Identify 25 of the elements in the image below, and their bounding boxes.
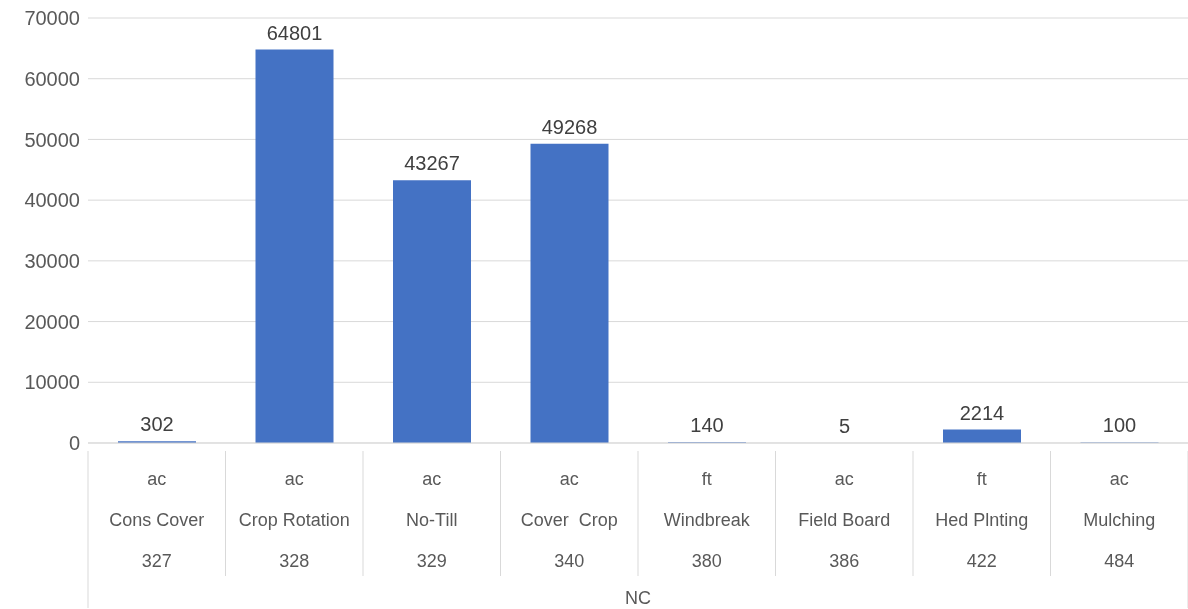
x-axis-title: NC	[625, 588, 651, 608]
data-label: 43267	[404, 152, 460, 175]
data-label: 64801	[266, 21, 323, 44]
data-label: 49268	[541, 115, 598, 138]
x-tick-label: ac Mulching 484	[1083, 469, 1156, 571]
x-tick-label: ft Windbreak 380	[663, 469, 751, 571]
data-label: 2214	[959, 401, 1005, 424]
y-tick-label: 40000	[24, 189, 80, 212]
x-tick-label: ac Field Board 386	[798, 469, 891, 571]
y-tick-label: 60000	[24, 67, 80, 90]
x-tick-label: ac Cover Crop 340	[520, 469, 618, 571]
data-label: 5	[838, 414, 851, 437]
y-tick-label: 10000	[24, 371, 80, 394]
y-tick-label: 20000	[24, 310, 80, 333]
data-label: 140	[690, 414, 724, 437]
y-tick-label: 50000	[24, 128, 80, 151]
data-label: 100	[1102, 414, 1137, 437]
data-label: 302	[140, 413, 174, 436]
y-tick-label: 0	[68, 432, 80, 455]
x-tick-label: ac Cons Cover 327	[109, 469, 205, 571]
y-tick-label: 30000	[24, 249, 80, 272]
x-tick-label: ft Hed Plnting 422	[935, 469, 1029, 571]
x-tick-label: ac No-Till 329	[406, 469, 458, 571]
x-tick-label: ac Crop Rotation 328	[238, 469, 350, 571]
y-tick-label: 70000	[24, 7, 80, 30]
